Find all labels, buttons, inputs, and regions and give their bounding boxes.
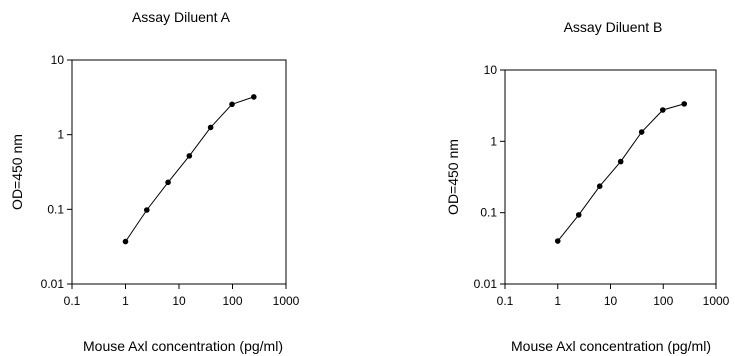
chart-a-series [122, 94, 257, 245]
chart-a: Assay Diluent A OD=450 nm Mouse Axl conc… [9, 9, 300, 354]
chart-a-x-axis-label: Mouse Axl concentration (pg/ml) [83, 338, 283, 354]
chart-b: Assay Diluent B OD=450 nm Mouse Axl conc… [445, 19, 730, 354]
chart-b-series-line [557, 103, 685, 242]
chart-a-y-axis-label: OD=450 nm [9, 134, 25, 210]
chart-a-x-tick-label: 10 [172, 294, 186, 308]
chart-a-plot-frame [71, 59, 287, 285]
chart-b-data-point [681, 101, 688, 107]
chart-b-x-tick-label: 1000 [703, 294, 730, 308]
chart-a-y-ticks: 0.01 0.1 1 10 [41, 53, 72, 291]
chart-a-series-line [125, 96, 254, 242]
chart-a-y-tick-label: 0.01 [41, 277, 65, 291]
chart-a-data-point [229, 101, 235, 108]
chart-b-y-ticks: 0.01 0.1 1 10 [474, 63, 505, 291]
chart-a-y-tick-label: 10 [51, 53, 65, 67]
chart-b-data-point [575, 212, 582, 218]
chart-b-x-ticks: 0.1 1 10 100 1000 [497, 284, 730, 308]
chart-a-data-point [165, 179, 171, 186]
chart-a-y-tick-label: 1 [57, 128, 64, 142]
chart-b-data-point [659, 107, 666, 113]
chart-b-x-tick-label: 1 [554, 294, 561, 308]
chart-b-x-tick-label: 10 [604, 294, 618, 308]
chart-a-data-point [122, 238, 129, 245]
chart-a-x-ticks: 0.1 1 10 100 1000 [64, 284, 300, 308]
chart-b-y-tick-label: 0.01 [474, 277, 498, 291]
chart-a-data-point [186, 153, 193, 159]
chart-a-data-point [207, 124, 214, 131]
chart-a-data-point [143, 207, 150, 213]
chart-b-series [554, 101, 688, 244]
chart-a-title: Assay Diluent A [132, 9, 231, 25]
chart-a-x-tick-label: 0.1 [64, 294, 81, 308]
chart-b-y-tick-label: 1 [490, 134, 497, 148]
chart-b-x-axis-label: Mouse Axl concentration (pg/ml) [511, 338, 711, 354]
chart-b-data-point [638, 129, 645, 135]
chart-b-y-tick-label: 10 [484, 63, 498, 77]
chart-a-x-tick-label: 1000 [273, 294, 300, 308]
chart-a-data-point [250, 94, 257, 100]
chart-b-data-point [596, 183, 603, 189]
chart-b-data-point [617, 158, 624, 165]
chart-b-y-tick-label: 0.1 [480, 206, 497, 220]
chart-b-y-axis-label: OD=450 nm [445, 139, 461, 215]
chart-b-data-point [554, 238, 561, 244]
chart-b-x-tick-label: 100 [653, 294, 673, 308]
chart-a-y-tick-label: 0.1 [47, 202, 64, 216]
chart-a-x-tick-label: 1 [122, 294, 129, 308]
chart-b-title: Assay Diluent B [564, 19, 663, 35]
chart-b-x-tick-label: 0.1 [497, 294, 514, 308]
chart-a-x-tick-label: 100 [222, 294, 242, 308]
